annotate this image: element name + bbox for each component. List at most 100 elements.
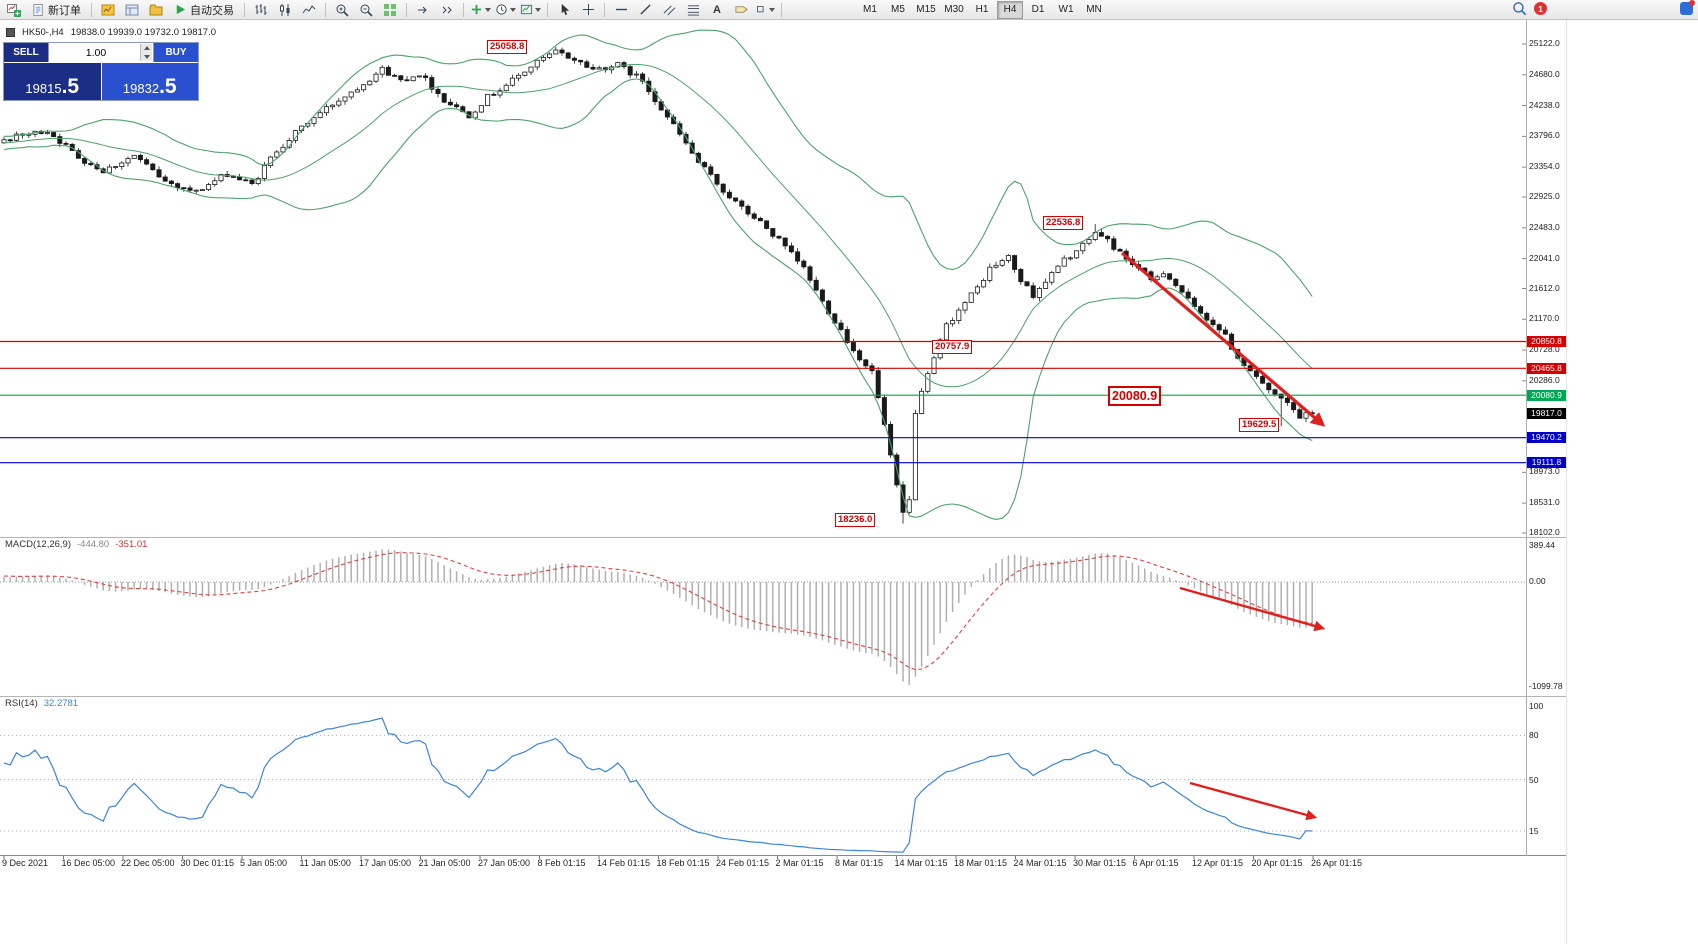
trend-arrow-rsi[interactable] [1189, 781, 1318, 821]
app-tray-icon[interactable] [1680, 0, 1695, 15]
spinner-up-icon[interactable] [143, 46, 150, 50]
volume-input[interactable] [49, 43, 153, 63]
auto-scroll-button[interactable] [412, 0, 434, 19]
timeframe-mn[interactable]: MN [1086, 4, 1102, 15]
crosshair-button[interactable] [577, 0, 599, 19]
text-tool-button[interactable]: A [706, 0, 728, 19]
chart-ohlc-header: HK50-,H4 19838.0 19939.0 19732.0 19817.0 [6, 27, 216, 38]
chart-shift-button[interactable] [436, 0, 458, 19]
zoom-in-button[interactable] [331, 0, 353, 19]
zoom-out-button[interactable] [355, 0, 377, 19]
horizontal-line-icon [615, 8, 627, 11]
candlestick-chart-button[interactable] [274, 0, 296, 19]
bar-chart-button[interactable] [250, 0, 272, 19]
navigator-button[interactable] [145, 0, 167, 19]
timeframe-w1[interactable]: W1 [1058, 4, 1074, 15]
candles-layer [1, 46, 1315, 524]
toolbar-separator [406, 2, 407, 17]
timeframe-m1[interactable]: M1 [863, 4, 877, 15]
new-order-button[interactable]: 新订单 [27, 0, 86, 19]
fibonacci-icon [687, 5, 699, 16]
trend-arrow-macd[interactable] [1179, 586, 1326, 632]
timeframe-m30[interactable]: M30 [944, 4, 964, 15]
timeframe-h1[interactable]: H1 [975, 4, 989, 15]
level-lines[interactable] [0, 340, 1526, 464]
pane-separator-rsi[interactable] [0, 696, 1566, 697]
trend-arrow-main[interactable] [1120, 251, 1326, 427]
market-watch-icon [101, 4, 115, 15]
autotrade-play-icon [176, 4, 186, 15]
timeframe-m5[interactable]: M5 [891, 4, 905, 15]
toolbar-separator [463, 2, 464, 17]
pane-separator-macd[interactable] [0, 537, 1566, 538]
autotrade-label: 自动交易 [190, 4, 234, 17]
cursor-icon [561, 3, 569, 16]
tile-windows-icon [384, 3, 396, 16]
bar-chart-icon [255, 3, 267, 15]
rsi-name: RSI(14) [5, 698, 38, 709]
templates-button[interactable] [519, 0, 542, 19]
zoom-out-icon [360, 4, 373, 17]
notification-badge[interactable]: 1 [1534, 2, 1547, 15]
trendline-icon [639, 4, 651, 15]
market-watch-button[interactable] [97, 0, 119, 19]
toolbar-separator [244, 2, 245, 17]
new-order-label: 新订单 [48, 4, 81, 17]
sell-price-display[interactable]: 19815.5 [4, 63, 101, 100]
text-label-tool-button[interactable] [730, 0, 752, 19]
timeframe-h4[interactable]: H4 [997, 0, 1023, 19]
add-indicator-icon [471, 4, 482, 15]
autotrade-button[interactable]: 自动交易 [169, 0, 239, 19]
bollinger-bands[interactable] [3, 29, 1313, 520]
rsi-value: 32.2781 [43, 698, 79, 709]
timeframe-toolbar: M1 M5 M15 M30 H1 H4 D1 W1 MN [856, 0, 1108, 19]
cursor-button[interactable] [553, 0, 575, 19]
macd-main-value: -444.80 [77, 539, 110, 550]
macd-name: MACD(12,26,9) [5, 539, 71, 550]
sell-button[interactable]: SELL [4, 43, 48, 62]
macd-pane[interactable] [0, 549, 1526, 685]
periods-button[interactable] [494, 0, 517, 19]
time-axis-border [0, 855, 1566, 856]
candlestick-chart-icon [280, 3, 290, 16]
fibonacci-tool-button[interactable] [682, 0, 704, 19]
toolbar-separator [604, 2, 605, 17]
buy-price-frac: .5 [159, 75, 177, 98]
rsi-pane[interactable] [0, 717, 1526, 853]
toolbar-separator [547, 2, 548, 17]
chevron-down-icon [485, 7, 491, 12]
channel-tool-button[interactable] [658, 0, 680, 19]
clock-icon [496, 4, 507, 15]
macd-header: MACD(12,26,9) -444.80 -351.01 [5, 539, 147, 550]
data-window-icon [125, 4, 139, 15]
sell-price-frac: .5 [61, 75, 80, 98]
crosshair-icon [582, 3, 594, 16]
chart-shift-icon [442, 6, 452, 13]
symbol-period-label: HK50-,H4 [22, 27, 64, 38]
toolbar-search-area: 1 [1512, 1, 1547, 16]
shapes-tool-button[interactable] [754, 0, 776, 19]
indicators-button[interactable] [469, 0, 492, 19]
volume-spinner[interactable] [140, 44, 152, 61]
new-chart-button[interactable] [3, 0, 25, 19]
timeframe-d1[interactable]: D1 [1031, 4, 1045, 15]
ohlc-values: 19838.0 19939.0 19732.0 19817.0 [70, 27, 216, 38]
window-edge-border [1566, 20, 1567, 944]
search-icon[interactable] [1512, 1, 1527, 16]
main-price-pane[interactable] [0, 29, 1526, 524]
timeframe-m15[interactable]: M15 [916, 4, 936, 15]
trendline-tool-button[interactable] [634, 0, 656, 19]
toolbar-separator [781, 2, 782, 17]
buy-price-display[interactable]: 19832.5 [101, 63, 198, 100]
hline-tool-button[interactable] [610, 0, 632, 19]
template-icon [520, 4, 533, 15]
rsi-header: RSI(14) 32.2781 [5, 698, 78, 709]
tile-windows-button[interactable] [379, 0, 401, 19]
spinner-down-icon[interactable] [143, 55, 150, 59]
buy-button[interactable]: BUY [154, 43, 198, 62]
buy-price-main: 19832 [122, 81, 160, 96]
line-chart-button[interactable] [298, 0, 320, 19]
data-window-button[interactable] [121, 0, 143, 19]
